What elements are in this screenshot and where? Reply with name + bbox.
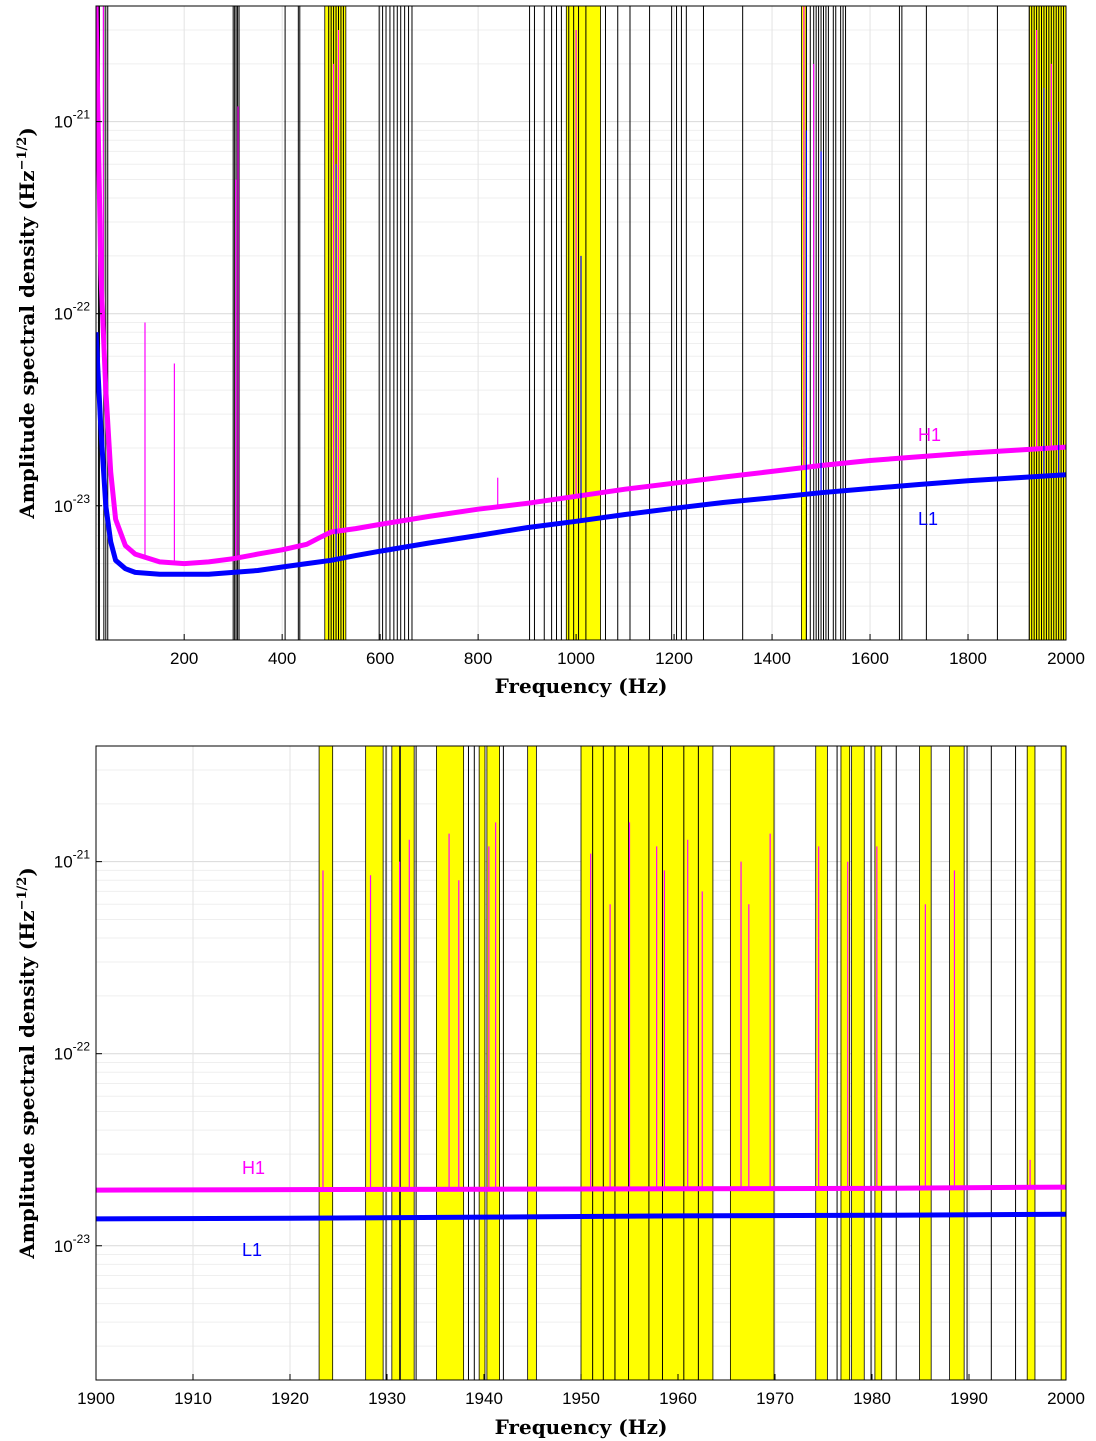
shaded-band <box>580 746 714 1380</box>
x-tick-label: 1600 <box>851 649 889 668</box>
x-tick-label: 2000 <box>1047 649 1085 668</box>
y-tick-label: 10-22 <box>54 1040 91 1064</box>
shaded-band <box>478 746 486 1380</box>
series-label-h1: H1 <box>242 1158 265 1178</box>
y-axis-label: Amplitude spectral density (Hz−1/2) <box>15 127 39 520</box>
x-tick-label: 200 <box>170 649 198 668</box>
series-label-h1: H1 <box>918 425 941 445</box>
x-tick-label: 1980 <box>853 1389 891 1408</box>
x-tick-label: 1900 <box>77 1389 115 1408</box>
shaded-band <box>318 746 334 1380</box>
x-axis-label: Frequency (Hz) <box>495 1415 668 1439</box>
x-tick-label: 2000 <box>1047 1389 1085 1408</box>
series-line-l1 <box>96 1211 1066 1222</box>
shaded-band <box>324 6 347 640</box>
x-tick-label: 1400 <box>753 649 791 668</box>
y-tick-label: 10-21 <box>54 848 91 872</box>
x-tick-label: 1990 <box>950 1389 988 1408</box>
shaded-band <box>1028 6 1066 640</box>
shaded-band <box>729 746 775 1380</box>
shaded-band <box>565 6 601 640</box>
x-tick-label: 1930 <box>368 1389 406 1408</box>
shaded-band <box>1060 746 1066 1380</box>
x-tick-label: 1000 <box>557 649 595 668</box>
x-axis-label: Frequency (Hz) <box>495 674 668 698</box>
vertical-lines <box>97 6 1065 640</box>
series-lines <box>96 6 1066 577</box>
shaded-band <box>486 746 500 1380</box>
x-tick-label: 1920 <box>271 1389 309 1408</box>
plot-frame <box>95 5 1067 641</box>
y-axis-label: Amplitude spectral density (Hz−1/2) <box>15 867 39 1260</box>
y-tick-label: 10-22 <box>54 300 91 324</box>
y-axis-label-close: ) <box>15 127 39 136</box>
series-label-l1: L1 <box>918 509 938 529</box>
series-label-l1: L1 <box>242 1240 262 1260</box>
x-tick-label: 1970 <box>756 1389 794 1408</box>
shaded-band <box>365 746 384 1380</box>
full-band-spectrum-chart: 200 400 600 800 1000 1200 1400 1600 1800 2000 10-… <box>15 5 1085 698</box>
y-axis-label-main: Amplitude spectral density (Hz <box>15 170 39 519</box>
series-lines <box>96 822 1066 1222</box>
y-axis-ticks: 10-23 10-22 10-21 <box>54 848 102 1256</box>
x-tick-label: 1960 <box>659 1389 697 1408</box>
y-axis-label-close: ) <box>15 867 39 876</box>
shaded-band <box>400 746 415 1380</box>
x-tick-label: 1800 <box>949 649 987 668</box>
x-tick-label: 600 <box>366 649 394 668</box>
x-tick-label: 1910 <box>174 1389 212 1408</box>
shaded-band <box>840 746 851 1380</box>
shaded-band <box>815 746 828 1380</box>
shaded-band <box>436 746 465 1380</box>
x-axis-ticks: 1900 1910 1920 1930 1940 1950 1960 1970 1980 1990… <box>77 1374 1085 1408</box>
y-axis-label-main: Amplitude spectral density (Hz <box>15 910 39 1259</box>
x-tick-label: 1940 <box>465 1389 503 1408</box>
series-line-h1 <box>96 1184 1066 1193</box>
shaded-band <box>949 746 965 1380</box>
y-tick-label: 10-23 <box>54 1232 91 1256</box>
x-tick-label: 1200 <box>655 649 693 668</box>
y-axis-label-exponent: −1/2 <box>15 877 30 911</box>
y-axis-ticks: 10-23 10-22 10-21 <box>54 108 102 516</box>
series-line-l1 <box>96 332 1066 577</box>
shaded-band <box>874 746 883 1380</box>
zoomed-spectrum-chart: 1900 1910 1920 1930 1940 1950 1960 1970 1980 1990… <box>15 745 1085 1439</box>
y-tick-label: 10-21 <box>54 108 91 132</box>
vertical-lines <box>385 746 1017 1380</box>
series-line-h1 <box>96 6 1066 567</box>
x-tick-label: 800 <box>464 649 492 668</box>
x-tick-label: 1950 <box>562 1389 600 1408</box>
y-axis-label-exponent: −1/2 <box>15 137 30 171</box>
x-axis-ticks: 200 400 600 800 1000 1200 1400 1600 1800 2000 <box>170 634 1085 668</box>
shaded-band <box>851 746 865 1380</box>
shaded-band <box>527 746 537 1380</box>
shaded-band <box>1026 746 1036 1380</box>
x-tick-label: 400 <box>268 649 296 668</box>
shaded-band <box>391 746 401 1380</box>
y-tick-label: 10-23 <box>54 492 91 516</box>
